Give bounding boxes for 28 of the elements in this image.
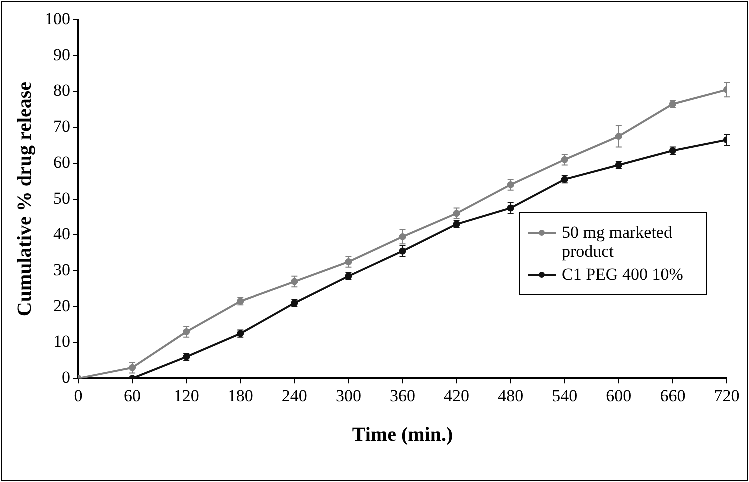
legend-label: C1 PEG 400 10% — [562, 264, 684, 284]
x-tick-label: 360 — [390, 386, 416, 406]
y-tick-label: 10 — [54, 332, 70, 352]
x-tick-label: 480 — [498, 386, 524, 406]
y-tick-label: 0 — [62, 368, 70, 388]
x-tick-label: 0 — [74, 386, 83, 406]
y-tick-label: 60 — [54, 152, 70, 172]
y-tick-label: 30 — [54, 260, 70, 280]
x-tick-label: 60 — [124, 386, 142, 406]
y-tick-label: 90 — [54, 45, 70, 64]
x-tick-label: 180 — [228, 386, 254, 406]
y-tick-label: 20 — [54, 296, 70, 316]
y-tick-label: 50 — [54, 188, 70, 208]
x-tick-label: 300 — [336, 386, 362, 406]
legend-label: 50 mg marketed product — [562, 222, 674, 261]
x-tick-label: 600 — [606, 386, 632, 406]
x-axis-title: Time (min.) — [352, 424, 454, 446]
x-tick-label: 420 — [444, 386, 470, 406]
y-axis-title: Cumulative % drug release — [14, 82, 36, 317]
y-tick-label: 80 — [54, 81, 70, 100]
x-tick-label: 240 — [282, 386, 308, 406]
y-tick-label: 40 — [54, 224, 70, 244]
x-tick-label: 540 — [552, 386, 578, 406]
x-tick-label: 120 — [174, 386, 200, 406]
y-tick-label: 70 — [54, 117, 70, 136]
y-tick-label: 100 — [45, 9, 70, 28]
x-tick-label: 660 — [660, 386, 686, 406]
x-tick-label: 720 — [714, 386, 740, 406]
